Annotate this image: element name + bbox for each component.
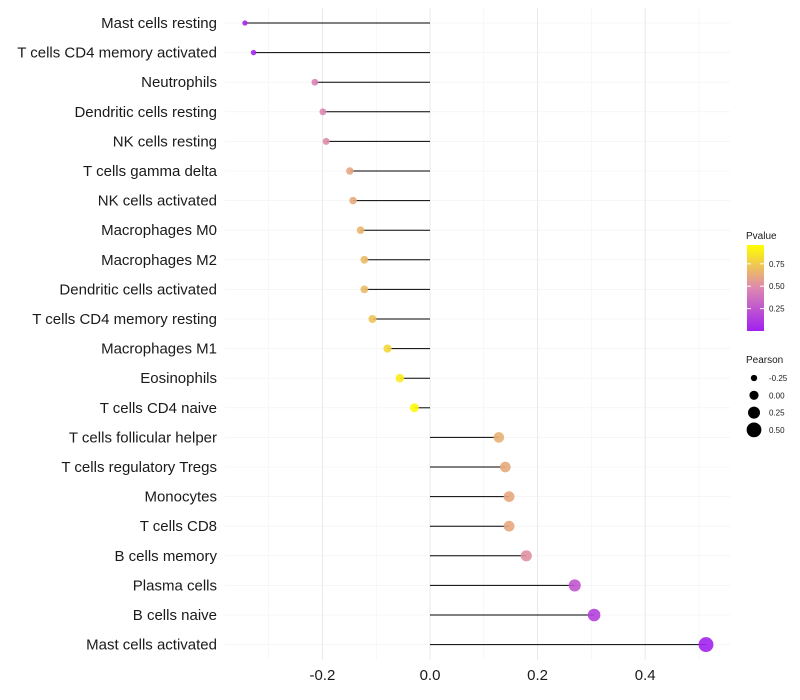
category-labels: Mast cells resting T cells CD4 memory act… — [17, 15, 217, 654]
lollipop-point — [356, 226, 365, 235]
lollipop-point — [395, 373, 405, 383]
category-label: Plasma cells — [133, 577, 217, 594]
lollipop-point — [349, 196, 357, 205]
pearson-legend-dot — [748, 406, 760, 419]
x-tick-label: -0.2 — [309, 667, 335, 684]
lollipop-point — [311, 78, 319, 86]
category-label: B cells memory — [114, 548, 217, 565]
lollipop-point — [698, 637, 714, 653]
pvalue-legend-label: 0.50 — [769, 282, 785, 291]
pvalue-legend: Pvalue 0.25 0.50 0.75 — [746, 231, 785, 331]
category-label: T cells CD8 — [140, 518, 217, 535]
pvalue-legend-label: 0.25 — [769, 305, 785, 314]
category-label: T cells CD4 memory activated — [17, 45, 217, 62]
pearson-legend-label: -0.25 — [769, 374, 788, 383]
lollipop-point — [587, 608, 601, 622]
lollipop-point — [242, 20, 248, 26]
lollipop-point — [499, 461, 511, 473]
lollipop-point — [368, 315, 377, 323]
category-label: Macrophages M2 — [101, 252, 217, 269]
lollipop-point — [322, 137, 330, 145]
category-label: Dendritic cells resting — [74, 104, 217, 121]
category-label: Eosinophils — [140, 370, 217, 387]
category-label: T cells follicular helper — [69, 429, 217, 446]
category-label: Neutrophils — [141, 74, 217, 91]
lollipop-point — [493, 432, 505, 443]
pearson-legend-title: Pearson — [746, 355, 783, 366]
lollipop-point — [360, 255, 369, 264]
pvalue-legend-title: Pvalue — [746, 231, 777, 242]
lollipop-point — [319, 108, 327, 116]
lollipop-point — [503, 491, 515, 503]
pearson-legend-label: 0.50 — [769, 426, 785, 435]
x-tick-label: 0.0 — [420, 667, 441, 684]
lollipop-point — [360, 285, 369, 294]
category-label: T cells regulatory Tregs — [61, 459, 217, 476]
pvalue-colorbar — [747, 245, 764, 331]
lollipop-point — [568, 579, 581, 592]
pearson-legend-dot — [749, 390, 759, 400]
category-label: Macrophages M0 — [101, 222, 217, 239]
lollipop-point — [250, 49, 257, 56]
category-label: Mast cells activated — [86, 637, 217, 654]
pearson-legend-label: 0.00 — [769, 391, 785, 400]
category-label: T cells CD4 naive — [100, 400, 217, 417]
category-label: B cells naive — [133, 607, 217, 624]
lollipop-point — [383, 344, 392, 353]
lollipop-point — [520, 550, 532, 562]
pvalue-legend-label: 0.75 — [769, 260, 785, 269]
x-tick-label: 0.2 — [527, 667, 548, 684]
lollipop-points — [242, 20, 714, 653]
category-label: T cells CD4 memory resting — [32, 311, 217, 328]
lollipop-point — [503, 520, 515, 532]
category-label: NK cells activated — [98, 193, 217, 210]
lollipop-stems — [244, 22, 706, 646]
pearson-legend-dot — [746, 422, 762, 438]
lollipop-point — [346, 167, 354, 175]
category-label: Monocytes — [144, 489, 217, 506]
category-label: Dendritic cells activated — [59, 281, 217, 298]
category-label: NK cells resting — [113, 133, 217, 150]
category-label: Macrophages M1 — [101, 341, 217, 358]
pearson-legend-dot — [750, 374, 758, 382]
category-label: T cells gamma delta — [83, 163, 218, 180]
pearson-legend-label: 0.25 — [769, 409, 785, 418]
grid-lines — [225, 8, 730, 660]
lollipop-point — [409, 403, 419, 413]
x-axis-ticks: -0.2 0.0 0.2 0.4 — [309, 667, 655, 684]
category-label: Mast cells resting — [101, 15, 217, 32]
pearson-legend: Pearson -0.25 0.00 0.25 0.50 — [746, 355, 788, 438]
x-tick-label: 0.4 — [635, 667, 656, 684]
